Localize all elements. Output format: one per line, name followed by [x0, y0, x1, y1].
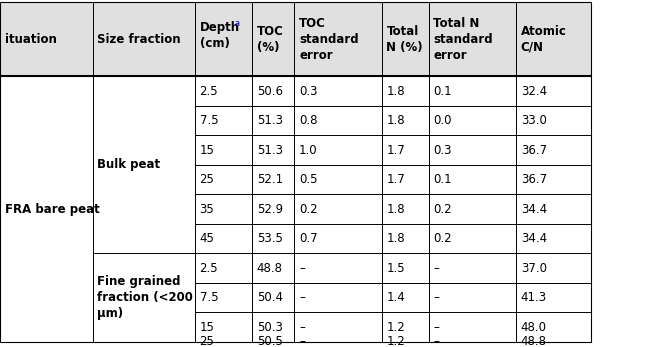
- Text: 7.5: 7.5: [200, 291, 218, 304]
- Text: 2.5: 2.5: [200, 85, 218, 98]
- Text: –: –: [299, 321, 305, 333]
- Text: Total
N (%): Total N (%): [386, 25, 423, 53]
- Text: Atomic
C/N: Atomic C/N: [521, 25, 566, 53]
- Text: 7.5: 7.5: [200, 114, 218, 127]
- Text: 0.7: 0.7: [299, 232, 318, 245]
- Text: 50.3: 50.3: [257, 321, 283, 333]
- Text: TOC
standard
error: TOC standard error: [299, 17, 359, 61]
- Text: 0.3: 0.3: [433, 144, 452, 156]
- Text: 50.4: 50.4: [257, 291, 283, 304]
- Text: 1.7: 1.7: [386, 144, 405, 156]
- Text: 1.8: 1.8: [386, 203, 405, 215]
- Text: 15: 15: [200, 144, 214, 156]
- Text: Size fraction: Size fraction: [97, 33, 181, 45]
- Text: 0.2: 0.2: [299, 203, 318, 215]
- Text: 50.6: 50.6: [257, 85, 283, 98]
- Text: 1.7: 1.7: [386, 173, 405, 186]
- Text: Bulk peat: Bulk peat: [97, 158, 161, 171]
- Text: 32.4: 32.4: [521, 85, 547, 98]
- Text: 35: 35: [200, 203, 214, 215]
- Text: 1.4: 1.4: [386, 291, 405, 304]
- Text: 52.1: 52.1: [257, 173, 283, 186]
- Text: Total N
standard
error: Total N standard error: [433, 17, 493, 61]
- Text: 0.1: 0.1: [433, 173, 452, 186]
- Text: 51.3: 51.3: [257, 144, 283, 156]
- Bar: [0, 76, 591, 342]
- Text: 1.5: 1.5: [386, 262, 405, 274]
- Text: 1.8: 1.8: [386, 85, 405, 98]
- Text: 2.5: 2.5: [200, 262, 218, 274]
- Text: Fine grained
fraction (<200
μm): Fine grained fraction (<200 μm): [97, 275, 194, 320]
- Text: 34.4: 34.4: [521, 232, 547, 245]
- Text: 45: 45: [200, 232, 214, 245]
- Text: Depth
(cm): Depth (cm): [200, 21, 240, 50]
- Text: 1.0: 1.0: [299, 144, 318, 156]
- Text: 1.2: 1.2: [386, 335, 405, 347]
- Text: 25: 25: [200, 173, 214, 186]
- Text: –: –: [433, 291, 439, 304]
- Bar: [0, 2, 591, 76]
- Text: 53.5: 53.5: [257, 232, 283, 245]
- Text: a: a: [235, 19, 240, 28]
- Text: 0.8: 0.8: [299, 114, 318, 127]
- Text: 15: 15: [200, 321, 214, 333]
- Text: TOC
(%): TOC (%): [257, 25, 284, 53]
- Text: 36.7: 36.7: [521, 173, 547, 186]
- Text: 1.2: 1.2: [386, 321, 405, 333]
- Text: ituation: ituation: [5, 33, 56, 45]
- Text: 0.0: 0.0: [433, 114, 452, 127]
- Text: 0.2: 0.2: [433, 203, 452, 215]
- Text: 25: 25: [200, 335, 214, 347]
- Text: –: –: [299, 335, 305, 347]
- Text: 1.8: 1.8: [386, 232, 405, 245]
- Text: 0.2: 0.2: [433, 232, 452, 245]
- Text: –: –: [433, 335, 439, 347]
- Text: 33.0: 33.0: [521, 114, 547, 127]
- Text: FRA bare peat: FRA bare peat: [5, 203, 99, 215]
- Text: 52.9: 52.9: [257, 203, 283, 215]
- Text: 0.5: 0.5: [299, 173, 318, 186]
- Text: –: –: [433, 262, 439, 274]
- Text: 48.8: 48.8: [257, 262, 283, 274]
- Text: –: –: [433, 321, 439, 333]
- Text: 36.7: 36.7: [521, 144, 547, 156]
- Text: 0.1: 0.1: [433, 85, 452, 98]
- Text: 50.5: 50.5: [257, 335, 283, 347]
- Text: 48.8: 48.8: [521, 335, 547, 347]
- Text: 0.3: 0.3: [299, 85, 318, 98]
- Text: 48.0: 48.0: [521, 321, 547, 333]
- Text: 1.8: 1.8: [386, 114, 405, 127]
- Text: 37.0: 37.0: [521, 262, 547, 274]
- Text: 51.3: 51.3: [257, 114, 283, 127]
- Text: –: –: [299, 262, 305, 274]
- Text: 34.4: 34.4: [521, 203, 547, 215]
- Text: –: –: [299, 291, 305, 304]
- Text: 41.3: 41.3: [521, 291, 547, 304]
